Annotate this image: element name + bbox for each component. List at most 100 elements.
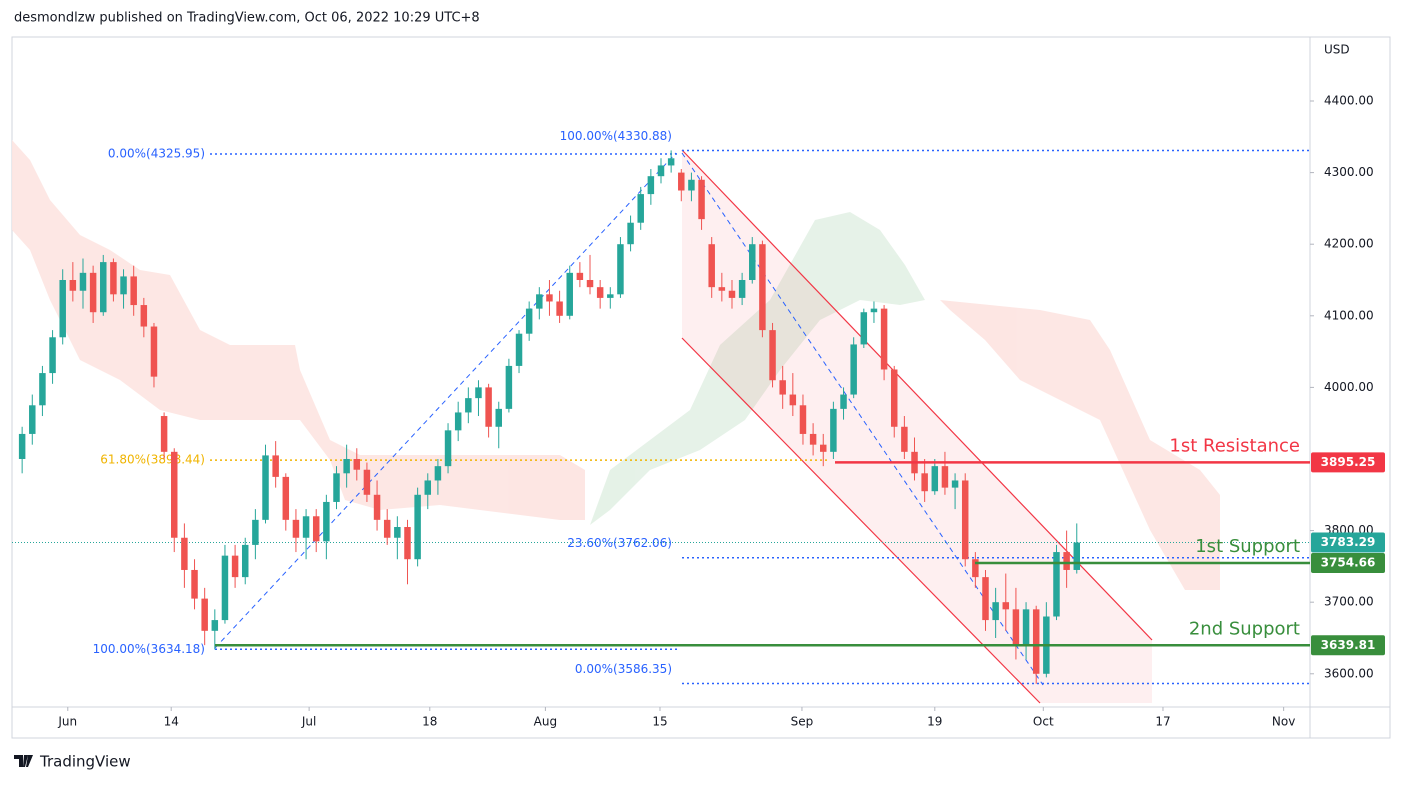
candle-body xyxy=(110,262,117,295)
x-tick-label: Sep xyxy=(791,715,814,729)
candle-body xyxy=(1002,602,1010,610)
candle-body xyxy=(150,326,158,377)
candle-body xyxy=(617,244,624,295)
candle-body xyxy=(343,458,350,474)
candle-body xyxy=(211,620,219,631)
candle-body xyxy=(475,387,482,399)
candle-body xyxy=(404,527,411,560)
fib-label: 61.80%(3898.44) xyxy=(100,453,205,467)
candle-body xyxy=(59,279,66,338)
level-name: 2nd Support xyxy=(1189,618,1300,639)
candle-body xyxy=(992,602,999,621)
candle-body xyxy=(637,194,644,223)
candle-body xyxy=(79,272,87,291)
candle-body xyxy=(221,555,229,621)
candle-body xyxy=(495,408,502,427)
fib-trend xyxy=(214,152,677,649)
candle-body xyxy=(100,262,107,313)
candle-body xyxy=(49,337,56,374)
ichimoku-cloud xyxy=(12,140,1220,590)
candle-body xyxy=(302,516,310,538)
candle-body xyxy=(870,308,878,313)
candle-body xyxy=(69,279,77,291)
candle-body xyxy=(525,308,533,334)
candle-body xyxy=(546,294,553,302)
y-tick-label: 4200.00 xyxy=(1324,237,1374,251)
candle-body xyxy=(678,172,685,191)
candle-body xyxy=(820,444,827,452)
candle-body xyxy=(596,287,604,298)
x-tick-label: 17 xyxy=(1155,715,1170,729)
x-tick-label: Jun xyxy=(57,715,77,729)
y-tick-label: 3700.00 xyxy=(1324,595,1374,609)
logo: TradingView xyxy=(14,753,131,771)
y-tick-label: 4100.00 xyxy=(1324,308,1374,322)
candle-body xyxy=(252,519,259,545)
candle-body xyxy=(465,398,472,413)
candle-body xyxy=(444,430,452,467)
candle-body xyxy=(830,408,837,452)
candle-body xyxy=(840,394,847,409)
level-name: 1st Support xyxy=(1195,536,1300,557)
candle-body xyxy=(89,272,97,313)
candle-body xyxy=(667,158,675,166)
candle-body xyxy=(201,598,208,631)
candle-body xyxy=(860,312,868,345)
candle-body xyxy=(961,480,969,560)
candle-body xyxy=(607,294,614,298)
candle-body xyxy=(931,466,939,492)
fib-label: 0.00%(3586.35) xyxy=(575,662,672,676)
candle-body xyxy=(1022,609,1030,646)
candle-body xyxy=(39,373,46,406)
x-tick-label: Oct xyxy=(1033,715,1054,729)
x-tick-label: 19 xyxy=(927,715,942,729)
price-box xyxy=(1311,452,1385,473)
candle-body xyxy=(394,527,401,538)
candle-body xyxy=(647,176,655,195)
candle-body xyxy=(424,480,432,495)
candle-body xyxy=(171,451,178,538)
candle-body xyxy=(515,333,523,366)
candle-body xyxy=(282,476,290,520)
candle-body xyxy=(373,494,381,520)
price-box xyxy=(1311,553,1385,574)
candle-body xyxy=(18,433,26,459)
candle-body xyxy=(718,287,726,291)
candle-body xyxy=(29,405,36,434)
candle-body xyxy=(414,494,421,560)
price-box-label: 3754.66 xyxy=(1321,556,1376,570)
y-tick-label: 4000.00 xyxy=(1324,380,1374,394)
currency: USD xyxy=(1324,43,1350,57)
candle-body xyxy=(363,469,371,495)
candle-body xyxy=(353,458,361,470)
x-tick-label: 14 xyxy=(164,715,179,729)
candle-body xyxy=(485,387,492,427)
candle-body xyxy=(982,577,989,621)
header: desmondlzw published on TradingView.com,… xyxy=(14,11,480,26)
candle-body xyxy=(181,537,188,570)
x-tick-label: 15 xyxy=(652,715,667,729)
candle-body xyxy=(1032,609,1040,674)
price-box-label: 3639.81 xyxy=(1321,638,1376,652)
candle-body xyxy=(262,455,269,520)
candle-body xyxy=(130,276,137,306)
candle-body xyxy=(312,516,320,542)
candle-body xyxy=(140,305,148,327)
candle-body xyxy=(536,294,543,309)
candle-body xyxy=(434,466,442,481)
candle-body xyxy=(586,279,594,288)
x-tick-label: Aug xyxy=(534,715,557,729)
candle-body xyxy=(292,519,300,538)
candle-body xyxy=(688,179,695,191)
channel-fill xyxy=(682,150,1152,703)
candle-body xyxy=(1073,542,1081,570)
candle-body xyxy=(708,244,715,288)
price-box xyxy=(1311,635,1385,656)
candle-body xyxy=(1012,609,1020,646)
candle-body xyxy=(880,308,888,370)
candle-body xyxy=(941,466,949,488)
frame xyxy=(11,36,1391,739)
fib-label: 23.60%(3762.06) xyxy=(567,536,672,550)
candle-body xyxy=(698,179,705,220)
